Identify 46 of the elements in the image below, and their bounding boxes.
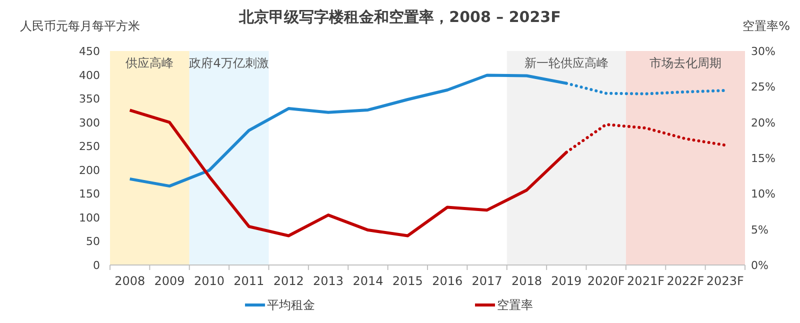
band-label: 供应高峰 [126,56,174,70]
x-tick-label: 2023F [706,274,744,288]
x-tick-label: 2022F [666,274,704,288]
y-tick-label: 300 [79,116,100,130]
chart-title: 北京甲级写字楼租金和空置率，2008 – 2023F [238,8,561,26]
y-axis-title: 人民币元每月每平方米 [20,19,140,33]
x-tick-label: 2008 [114,274,146,288]
y-tick-label: 50 [86,235,100,248]
x-tick-label: 2019 [551,274,582,288]
x-tick-label: 2011 [234,274,264,288]
x-tick-label: 2009 [154,274,185,288]
y2-tick-label: 30% [751,45,776,58]
legend-label: 平均租金 [267,298,315,312]
y-tick-label: 0 [93,259,100,272]
x-tick-label: 2016 [432,274,463,288]
x-tick-label: 2021F [627,274,665,288]
x-tick-label: 2013 [313,274,344,288]
x-tick-label: 2017 [472,274,502,288]
y-tick-label: 350 [79,92,100,106]
band: 政府4万亿刺激 [189,51,269,265]
y-tick-label: 450 [79,45,100,58]
band: 供应高峰 [110,51,190,265]
y-tick-label: 250 [79,140,100,154]
y2-tick-label: 25% [751,80,776,94]
legend-label: 空置率 [497,298,533,312]
y2-axis-title: 空置率% [742,19,790,33]
y-tick-label: 200 [79,164,100,177]
band-label: 政府4万亿刺激 [189,56,269,70]
x-tick-label: 2014 [352,274,384,288]
band-label: 新一轮供应高峰 [524,56,608,70]
y2-tick-label: 0% [751,259,768,272]
band: 市场去化周期 [626,51,745,265]
y2-tick-label: 10% [751,188,776,201]
y2-tick-label: 20% [751,116,776,130]
x-tick-label: 2020F [587,274,625,288]
x-tick-label: 2015 [392,274,423,288]
y-tick-label: 150 [79,188,100,201]
band: 新一轮供应高峰 [506,51,626,265]
x-tick-label: 2018 [511,274,542,288]
x-tick-label: 2010 [194,274,224,288]
x-tick-label: 2012 [273,274,304,288]
y2-tick-label: 5% [751,223,768,236]
band-label: 市场去化周期 [649,56,722,70]
y2-tick-label: 15% [751,152,776,165]
y-tick-label: 100 [79,211,100,224]
y-tick-label: 400 [79,68,100,82]
